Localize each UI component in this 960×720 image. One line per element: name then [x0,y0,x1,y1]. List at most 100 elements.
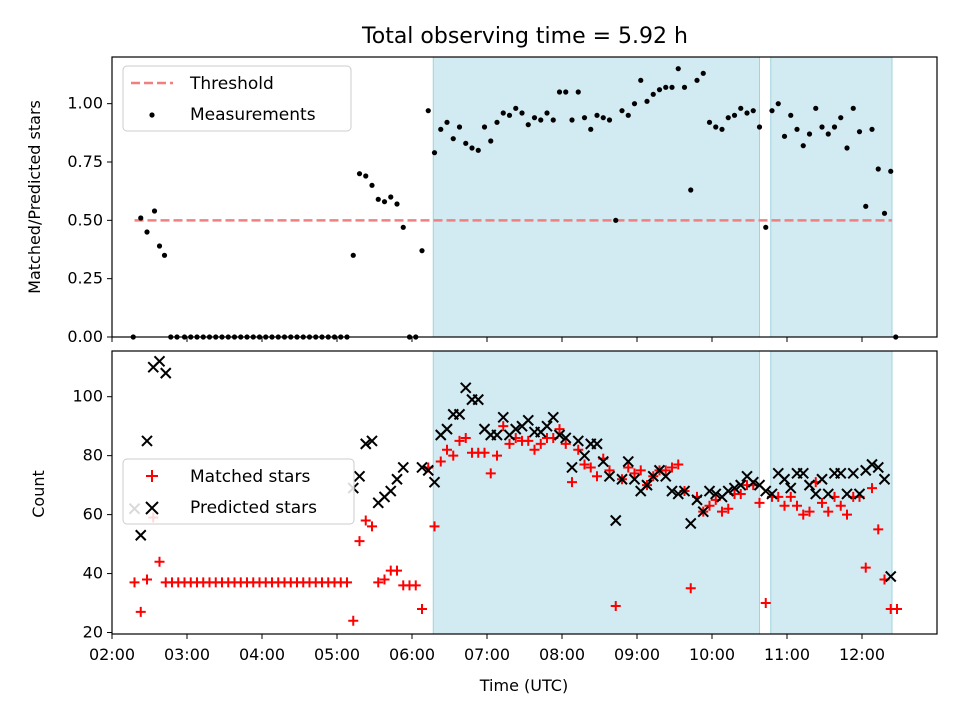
matched-star-point [560,438,571,449]
matched-star-point [604,465,615,476]
predicted-star-point [572,435,584,447]
matched-star-point [842,509,852,520]
measurement-point [369,182,375,188]
measurement-point [588,126,594,132]
x-tick-label: 07:00 [464,645,510,664]
x-tick-label: 03:00 [164,645,210,664]
legend-predicted-label: Predicted stars [190,498,317,518]
matched-star-point [154,556,165,567]
matched-star-point [623,462,634,473]
top-y-axis-label: Matched/Predicted stars [25,100,44,294]
bottom-legend: Matched stars Predicted stars [122,458,355,525]
measurement-point [819,124,825,130]
measurement-point [731,112,738,118]
bottom-y-tick-label: 20 [83,623,103,642]
matched-star-point [754,497,765,508]
matched-star-point [417,603,427,614]
predicted-star-point [597,455,609,468]
legend-matched-label: Matched stars [190,467,310,487]
matched-star-point [792,500,802,511]
predicted-star-point [566,461,578,474]
predicted-star-point [497,411,509,424]
matched-star-point [798,509,809,520]
predicted-star-point [560,432,572,444]
matched-star-point [685,583,696,594]
matched-star-point [779,500,790,511]
predicted-star-point [553,429,566,441]
measurement-point [394,201,400,207]
predicted-star-point [541,420,553,432]
top-plot-area: 0.00 0.25 0.50 0.75 1.00 Threshold Measurement… [67,56,938,346]
measurement-point [581,115,588,121]
legend-box [122,65,352,132]
measurement-point [400,224,406,230]
predicted-star-point [866,458,878,471]
predicted-star-point [766,488,778,500]
measurement-point [538,117,544,123]
bottom-axes-frame [111,350,938,635]
top-y-tick-label: 0.00 [67,327,103,346]
matched-star-point [785,491,796,502]
measurement-point [138,215,144,221]
matched-star-point [392,565,402,576]
matched-star-point [442,444,452,455]
matched-star-point [460,432,471,443]
predicted-star-point [135,529,147,541]
measurement-point [519,110,525,116]
measurement-point [431,150,438,156]
measurement-point [713,124,719,130]
matched-star-point [704,500,715,511]
matched-star-point [892,603,902,614]
predicted-star-point [397,461,409,474]
matched-star-point [823,506,834,517]
predicted-star-point [416,461,428,474]
matched-star-point [804,506,815,517]
measurement-point [844,145,850,151]
legend-measurements-swatch [149,112,155,118]
matched-star-point [635,465,646,476]
measurement-point [594,112,600,118]
measurement-point [513,105,519,111]
measurement-point [425,108,431,114]
x-tick-label: 06:00 [389,645,435,664]
measurement-point [444,119,450,125]
measurement-point [831,124,838,130]
measurement-point [744,110,750,116]
predicted-star-point [353,470,366,482]
predicted-star-point [747,476,759,488]
predicted-star-point [641,479,653,491]
predicted-star-point [872,461,884,474]
predicted-star-point [453,408,466,421]
measurement-point [888,168,894,174]
measurement-point [838,115,844,121]
predicted-star-point [360,438,372,450]
measurement-point [781,133,788,139]
legend-predicted-swatch [145,501,159,515]
matched-star-point [529,444,540,455]
matched-star-point [585,462,596,473]
matched-star-point [717,506,727,517]
matched-star-point [342,577,352,588]
measurement-point [663,84,669,90]
measurement-point [694,77,700,83]
matched-star-point [667,462,677,473]
measurement-point [719,126,725,132]
matched-star-point [817,497,827,508]
measurement-point [631,101,638,107]
matched-star-point [410,580,421,591]
measurement-point [681,84,688,90]
x-tick-label: 10:00 [689,645,735,664]
measurement-point [738,105,744,111]
matched-star-point [573,444,584,455]
measurement-point [506,112,513,118]
matched-star-point [523,435,534,446]
predicted-star-point [847,467,859,480]
predicted-star-point [622,455,634,468]
measurement-point [644,98,650,104]
predicted-star-point [841,488,853,500]
matched-star-point [867,483,877,494]
matched-star-point [142,574,152,585]
measurement-point [151,208,158,214]
predicted-star-point [628,473,641,485]
